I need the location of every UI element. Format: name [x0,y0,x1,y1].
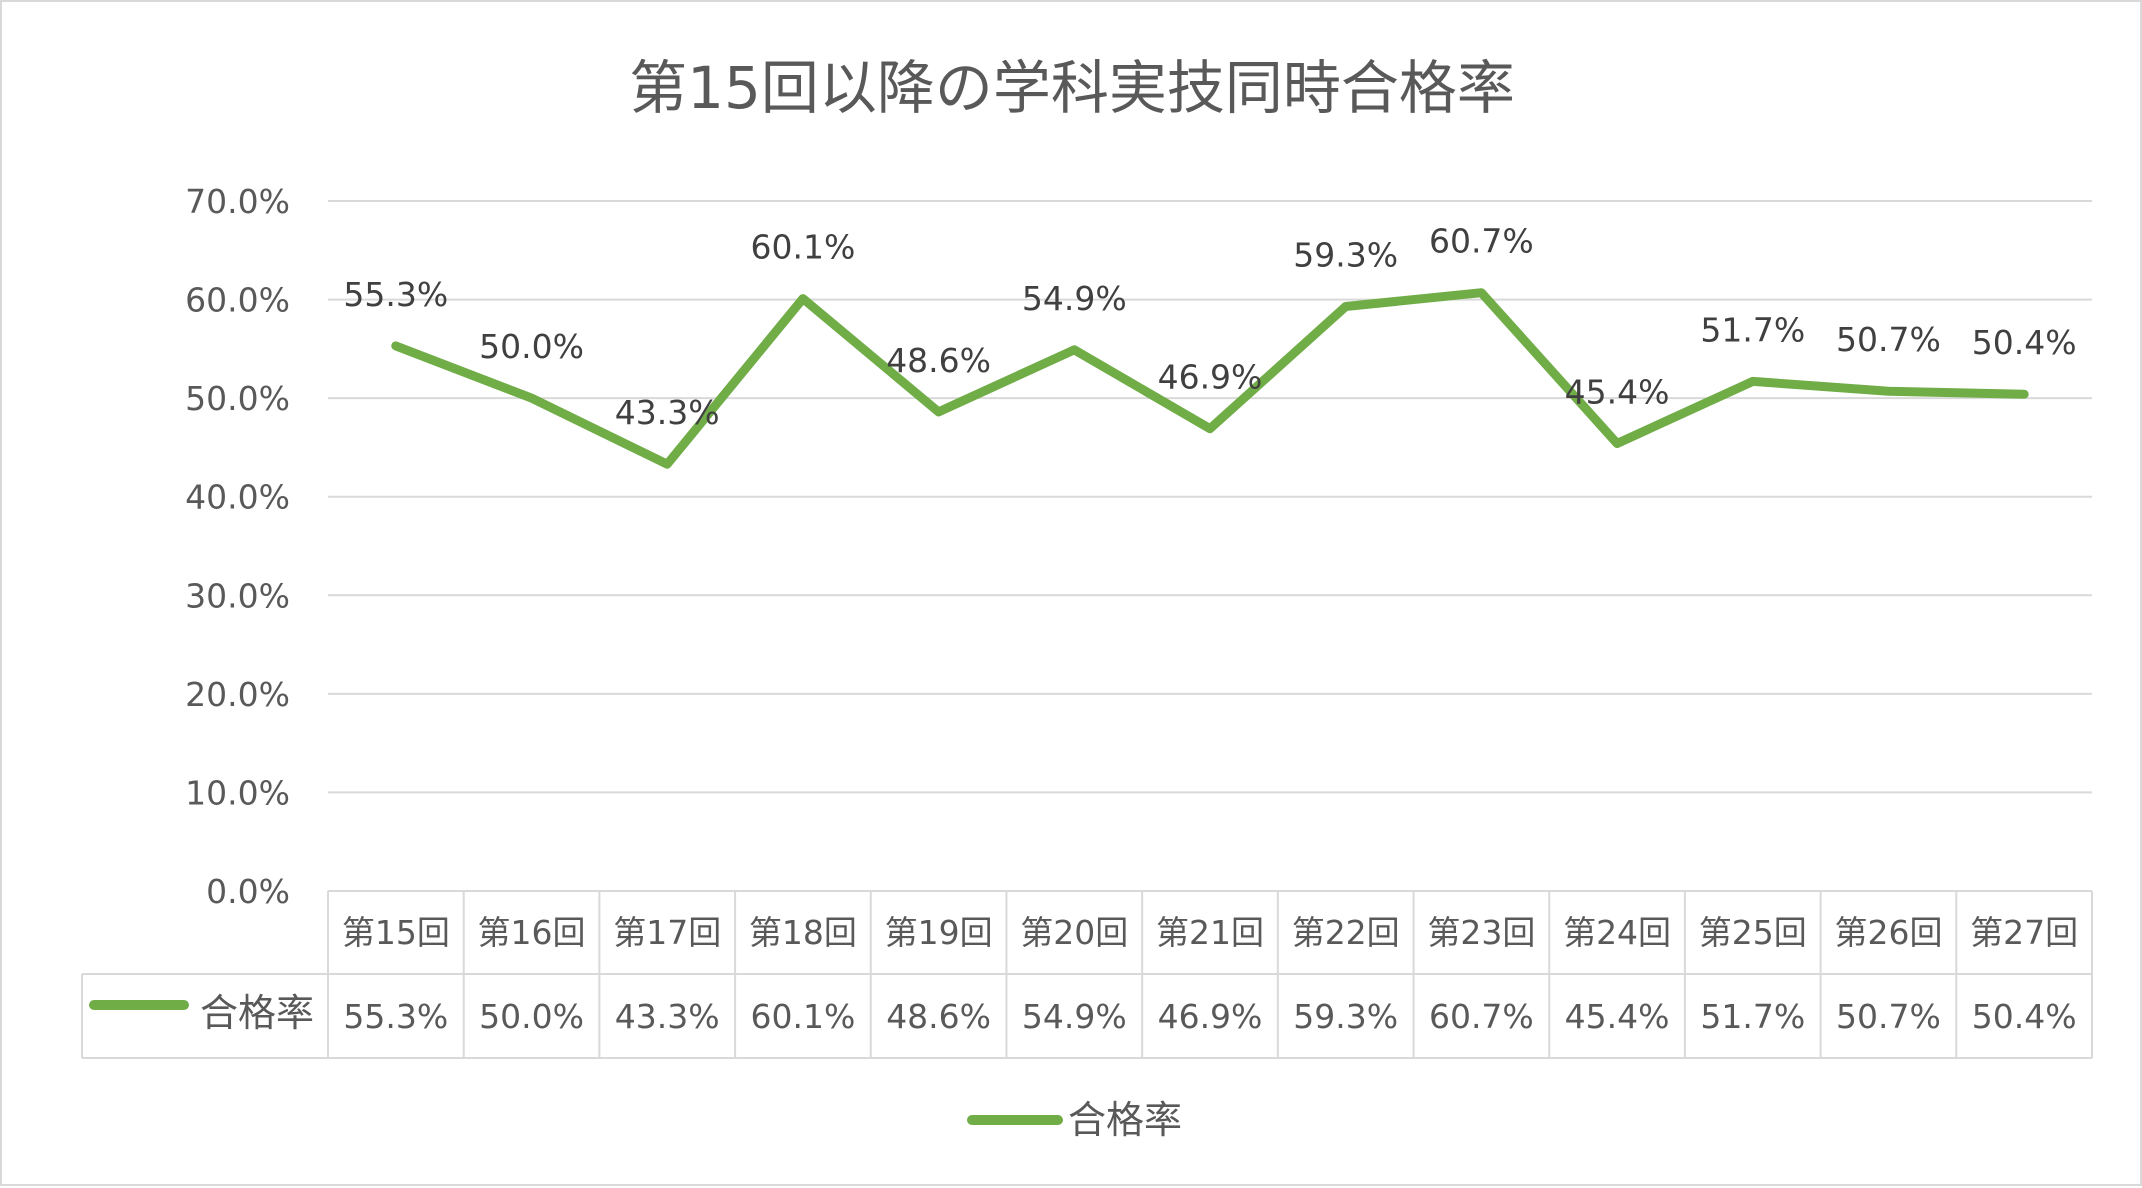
table-value-cell: 50.0% [479,997,584,1036]
x-category-label: 第25回 [1699,913,1807,952]
x-category-label: 第26回 [1834,913,1942,952]
table-value-cell: 51.7% [1700,997,1805,1036]
y-tick-label: 70.0% [185,182,290,221]
x-category-label: 第15回 [342,913,450,952]
x-category-label: 第18回 [749,913,857,952]
table-value-cell: 60.7% [1429,997,1534,1036]
x-category-label: 第19回 [885,913,993,952]
legend-label: 合格率 [1068,1098,1182,1142]
gridlines [328,200,2092,794]
table-value-cell: 46.9% [1158,997,1263,1036]
data-label: 46.9% [1158,358,1263,397]
table-value-cell: 50.7% [1836,997,1941,1036]
data-label: 60.1% [751,228,856,267]
data-label: 51.7% [1700,310,1805,349]
data-label: 54.9% [1022,279,1127,318]
x-category-label: 第17回 [613,913,721,952]
y-tick-label: 20.0% [185,675,290,714]
x-category-label: 第24回 [1563,913,1671,952]
table-value-cell: 43.3% [615,997,720,1036]
series-layer: 55.3% 50.0% 43.3% 60.1% 48.6% 54.9% 46.9% 59.3%… [343,222,2077,469]
data-label: 43.3% [615,393,720,432]
data-label: 45.4% [1565,372,1670,411]
table-value-cell: 59.3% [1293,997,1398,1036]
y-axis: 0.0% 10.0% 20.0% 30.0% 40.0% 50.0% 60.0% 70.0% [185,182,290,911]
x-category-label: 第16回 [478,913,586,952]
y-tick-label: 30.0% [185,576,290,615]
x-category-label: 第20回 [1020,913,1128,952]
table-value-cell: 48.6% [886,997,991,1036]
y-tick-label: 0.0% [206,872,290,911]
data-label: 50.7% [1836,320,1941,359]
table-value-cell: 54.9% [1022,997,1127,1036]
x-category-label: 第22回 [1292,913,1400,952]
table-value-cell: 55.3% [343,997,448,1036]
data-label: 59.3% [1293,235,1398,274]
legend: 合格率 [967,1098,1182,1142]
y-tick-label: 40.0% [185,478,290,517]
data-label: 48.6% [886,341,991,380]
series-line-合格率 [391,288,2029,469]
table-series-name: 合格率 [200,991,314,1035]
x-category-label: 第23回 [1427,913,1535,952]
data-label: 55.3% [343,275,448,314]
data-label: 50.0% [479,327,584,366]
table-value-cell: 50.4% [1972,997,2077,1036]
table-value-cell: 45.4% [1565,997,1670,1036]
y-tick-label: 10.0% [185,773,290,812]
chart-title: 第15回以降の学科実技同時合格率 [629,54,1515,122]
table-value-cell: 60.1% [751,997,856,1036]
data-table: 第15回 第16回 第17回 第18回 第19回 第20回 第21回 第22回 第23回 第24回… [81,890,2093,1059]
x-category-label: 第27回 [1970,913,2078,952]
data-label: 60.7% [1429,222,1534,261]
y-tick-label: 60.0% [185,281,290,320]
data-label: 50.4% [1972,323,2077,362]
y-tick-label: 50.0% [185,379,290,418]
x-category-label: 第21回 [1156,913,1264,952]
